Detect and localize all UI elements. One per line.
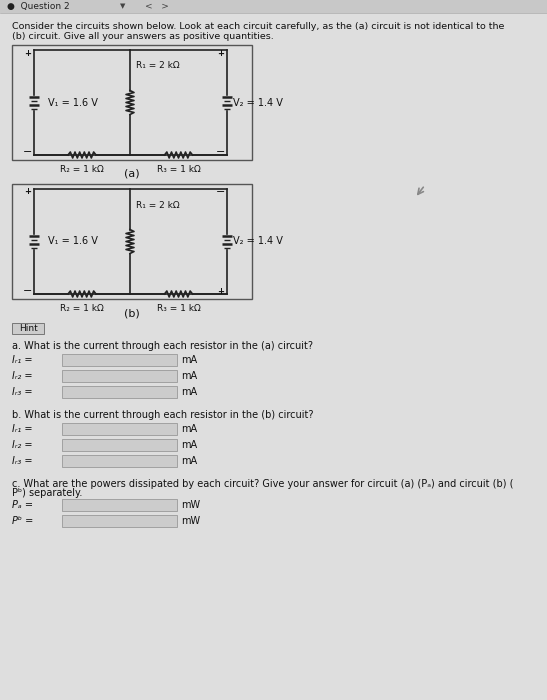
Text: c. What are the powers dissipated by each circuit? Give your answer for circuit : c. What are the powers dissipated by eac… xyxy=(12,479,514,489)
Text: Iᵣ₃ =: Iᵣ₃ = xyxy=(12,387,32,397)
Text: −: − xyxy=(24,286,33,296)
Bar xyxy=(62,370,177,382)
Text: mA: mA xyxy=(181,424,197,434)
Text: mA: mA xyxy=(181,456,197,466)
Bar xyxy=(62,439,177,451)
Bar xyxy=(12,184,252,299)
Text: −: − xyxy=(24,147,33,157)
Text: <   >: < > xyxy=(145,2,169,11)
Text: Iᵣ₂ =: Iᵣ₂ = xyxy=(12,371,32,381)
Text: Iᵣ₁ =: Iᵣ₁ = xyxy=(12,355,32,365)
Bar xyxy=(62,354,177,366)
Text: Pᵇ =: Pᵇ = xyxy=(12,516,33,526)
Text: Consider the circuits shown below. Look at each circuit carefully, as the (a) ci: Consider the circuits shown below. Look … xyxy=(12,22,504,31)
Text: Iᵣ₂ =: Iᵣ₂ = xyxy=(12,440,32,450)
Text: +: + xyxy=(25,48,32,57)
Text: V₁ = 1.6 V: V₁ = 1.6 V xyxy=(48,97,98,108)
Bar xyxy=(62,386,177,398)
Text: V₂ = 1.4 V: V₂ = 1.4 V xyxy=(233,97,283,108)
Text: mW: mW xyxy=(181,500,200,510)
Text: +: + xyxy=(218,286,224,295)
Bar xyxy=(62,515,177,527)
Text: a. What is the current through each resistor in the (a) circuit?: a. What is the current through each resi… xyxy=(12,341,313,351)
Text: Pᵇ) separately.: Pᵇ) separately. xyxy=(12,488,83,498)
Text: ●  Question 2: ● Question 2 xyxy=(7,2,69,11)
Bar xyxy=(0,0,547,13)
Text: (b): (b) xyxy=(124,308,140,318)
Bar xyxy=(62,499,177,511)
Text: ▼: ▼ xyxy=(120,4,125,10)
Text: −: − xyxy=(216,147,226,157)
Text: (a): (a) xyxy=(124,169,140,179)
Text: Iᵣ₁ =: Iᵣ₁ = xyxy=(12,424,32,434)
Text: −: − xyxy=(216,187,226,197)
Text: mA: mA xyxy=(181,355,197,365)
Text: mA: mA xyxy=(181,440,197,450)
Text: R₂ = 1 kΩ: R₂ = 1 kΩ xyxy=(60,304,104,313)
Bar xyxy=(62,455,177,467)
Text: R₁ = 2 kΩ: R₁ = 2 kΩ xyxy=(136,62,179,71)
Text: +: + xyxy=(218,48,224,57)
Text: Hint: Hint xyxy=(19,324,37,333)
Text: mW: mW xyxy=(181,516,200,526)
Text: (b) circuit. Give all your answers as positive quantities.: (b) circuit. Give all your answers as po… xyxy=(12,32,274,41)
Text: R₃ = 1 kΩ: R₃ = 1 kΩ xyxy=(156,304,200,313)
Text: R₂ = 1 kΩ: R₂ = 1 kΩ xyxy=(60,165,104,174)
Bar xyxy=(12,323,44,334)
Text: R₃ = 1 kΩ: R₃ = 1 kΩ xyxy=(156,165,200,174)
Text: V₂ = 1.4 V: V₂ = 1.4 V xyxy=(233,237,283,246)
Text: Iᵣ₃ =: Iᵣ₃ = xyxy=(12,456,32,466)
Text: mA: mA xyxy=(181,387,197,397)
Text: Pₐ =: Pₐ = xyxy=(12,500,33,510)
Text: b. What is the current through each resistor in the (b) circuit?: b. What is the current through each resi… xyxy=(12,410,313,420)
Text: mA: mA xyxy=(181,371,197,381)
Bar xyxy=(12,45,252,160)
Text: R₁ = 2 kΩ: R₁ = 2 kΩ xyxy=(136,200,179,209)
Text: V₁ = 1.6 V: V₁ = 1.6 V xyxy=(48,237,98,246)
Text: +: + xyxy=(25,188,32,197)
Bar xyxy=(62,423,177,435)
